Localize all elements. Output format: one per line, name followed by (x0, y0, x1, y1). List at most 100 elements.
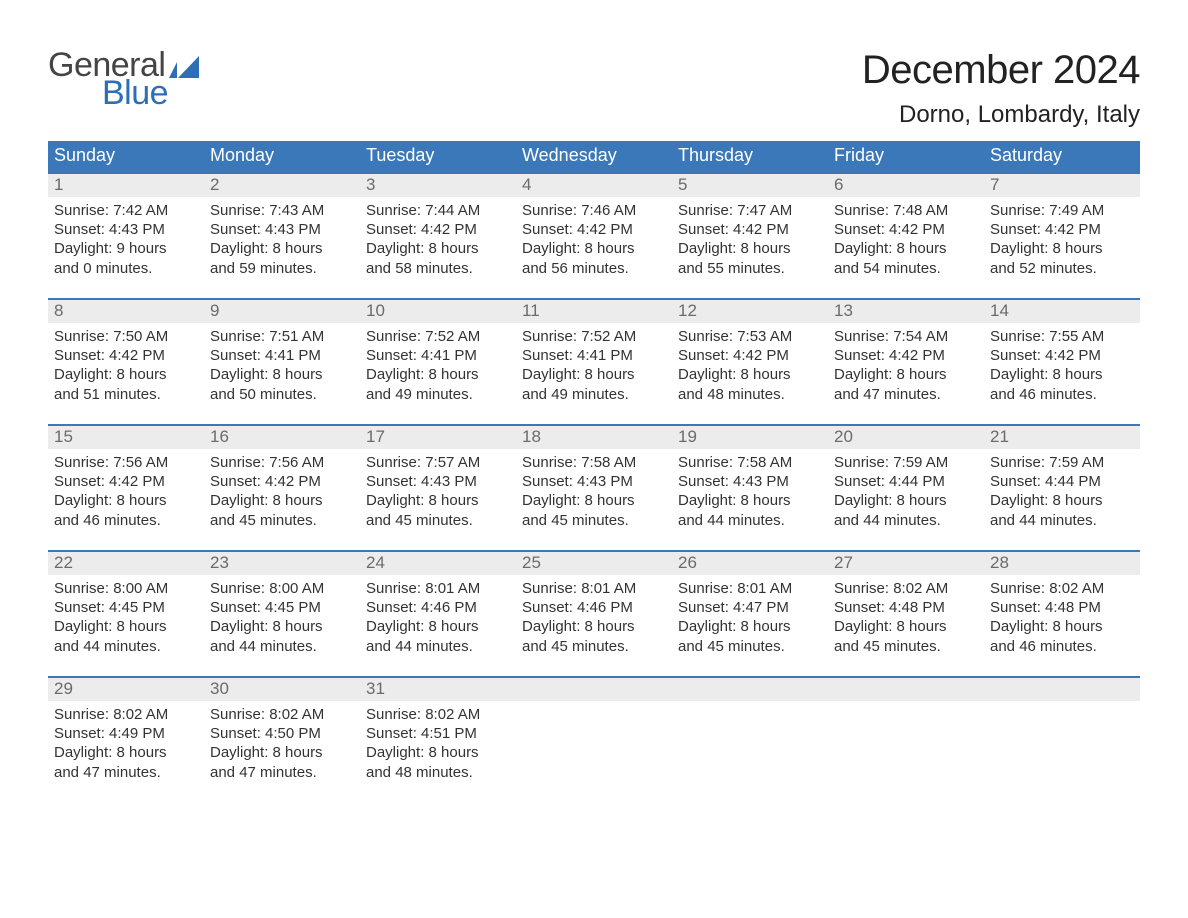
day-body: Sunrise: 7:58 AMSunset: 4:43 PMDaylight:… (516, 449, 672, 536)
day-body: Sunrise: 8:02 AMSunset: 4:49 PMDaylight:… (48, 701, 204, 788)
day-number-strip: 6 (828, 174, 984, 197)
sunset-text: Sunset: 4:42 PM (678, 346, 822, 365)
sunset-text: Sunset: 4:46 PM (522, 598, 666, 617)
day-number: 5 (678, 175, 687, 194)
day-number: 21 (990, 427, 1009, 446)
daylight-text: Daylight: 8 hours (522, 239, 666, 258)
calendar-day-cell: 10Sunrise: 7:52 AMSunset: 4:41 PMDayligh… (360, 300, 516, 424)
day-number-strip: 3 (360, 174, 516, 197)
calendar-header-cell: Tuesday (360, 141, 516, 172)
day-number-strip: 26 (672, 552, 828, 575)
daylight-text: Daylight: 8 hours (54, 491, 198, 510)
calendar-day-cell: 17 Sunrise: 7:57 AMSunset: 4:43 PMDayligh… (360, 426, 516, 550)
sunset-text: Sunset: 4:42 PM (678, 220, 822, 239)
daylight-text: and 47 minutes. (210, 763, 354, 782)
daylight-text: and 47 minutes. (54, 763, 198, 782)
sunrise-text: Sunrise: 7:59 AM (834, 453, 978, 472)
day-number: 11 (522, 301, 540, 320)
daylight-text: and 58 minutes. (366, 259, 510, 278)
day-number-strip: 12 (672, 300, 828, 323)
calendar-day-cell: 22Sunrise: 8:00 AMSunset: 4:45 PMDayligh… (48, 552, 204, 676)
calendar-day-cell: 29Sunrise: 8:02 AMSunset: 4:49 PMDayligh… (48, 678, 204, 802)
calendar-day-cell: 28 Sunrise: 8:02 AMSunset: 4:48 PMDayligh… (984, 552, 1140, 676)
sunrise-text: Sunrise: 7:57 AM (366, 453, 510, 472)
sunset-text: Sunset: 4:44 PM (834, 472, 978, 491)
sunset-text: Sunset: 4:50 PM (210, 724, 354, 743)
sunset-text: Sunset: 4:51 PM (366, 724, 510, 743)
sunrise-text: Sunrise: 7:56 AM (210, 453, 354, 472)
daylight-text: Daylight: 8 hours (834, 617, 978, 636)
day-number-strip: 18 (516, 426, 672, 449)
day-number-strip (828, 678, 984, 701)
day-number-strip: 10 (360, 300, 516, 323)
daylight-text: Daylight: 8 hours (522, 617, 666, 636)
daylight-text: Daylight: 8 hours (990, 239, 1134, 258)
calendar-day-cell: 27Sunrise: 8:02 AMSunset: 4:48 PMDayligh… (828, 552, 984, 676)
day-number-strip: 15 (48, 426, 204, 449)
sunrise-text: Sunrise: 7:50 AM (54, 327, 198, 346)
sunset-text: Sunset: 4:43 PM (366, 472, 510, 491)
calendar-day-cell: 1Sunrise: 7:42 AMSunset: 4:43 PMDaylight… (48, 174, 204, 298)
day-body: Sunrise: 7:42 AMSunset: 4:43 PMDaylight:… (48, 197, 204, 284)
calendar-day-cell: 26Sunrise: 8:01 AMSunset: 4:47 PMDayligh… (672, 552, 828, 676)
sunset-text: Sunset: 4:43 PM (54, 220, 198, 239)
header-region: General Blue December 2024 Dorno, Lombar… (48, 48, 1140, 129)
sunrise-text: Sunrise: 7:52 AM (366, 327, 510, 346)
sunset-text: Sunset: 4:42 PM (834, 346, 978, 365)
daylight-text: and 46 minutes. (990, 385, 1134, 404)
day-number-strip: 17 (360, 426, 516, 449)
sunrise-text: Sunrise: 8:02 AM (210, 705, 354, 724)
day-number-strip: 31 (360, 678, 516, 701)
calendar-day-empty (828, 678, 984, 802)
daylight-text: Daylight: 8 hours (990, 365, 1134, 384)
day-number: 2 (210, 175, 219, 194)
sunset-text: Sunset: 4:48 PM (990, 598, 1134, 617)
day-body: Sunrise: 8:02 AMSunset: 4:48 PMDaylight:… (828, 575, 984, 662)
day-number-strip: 5 (672, 174, 828, 197)
daylight-text: and 45 minutes. (366, 511, 510, 530)
calendar-day-cell: 31Sunrise: 8:02 AMSunset: 4:51 PMDayligh… (360, 678, 516, 802)
calendar-day-empty (672, 678, 828, 802)
sunrise-text: Sunrise: 8:01 AM (678, 579, 822, 598)
day-body: Sunrise: 7:49 AMSunset: 4:42 PMDaylight:… (984, 197, 1140, 284)
calendar-week-row: 22Sunrise: 8:00 AMSunset: 4:45 PMDayligh… (48, 550, 1140, 676)
day-number: 4 (522, 175, 531, 194)
sunrise-text: Sunrise: 7:54 AM (834, 327, 978, 346)
page-title: December 2024 (862, 48, 1140, 93)
sunset-text: Sunset: 4:42 PM (210, 472, 354, 491)
daylight-text: Daylight: 8 hours (366, 491, 510, 510)
day-body: Sunrise: 7:57 AMSunset: 4:43 PMDaylight:… (360, 449, 516, 536)
day-body: Sunrise: 8:01 AMSunset: 4:47 PMDaylight:… (672, 575, 828, 662)
day-number-strip: 28 (984, 552, 1140, 575)
sunrise-text: Sunrise: 8:02 AM (834, 579, 978, 598)
daylight-text: and 45 minutes. (522, 511, 666, 530)
calendar-day-cell: 23Sunrise: 8:00 AMSunset: 4:45 PMDayligh… (204, 552, 360, 676)
day-number: 3 (366, 175, 375, 194)
sunset-text: Sunset: 4:43 PM (678, 472, 822, 491)
day-body: Sunrise: 7:48 AMSunset: 4:42 PMDaylight:… (828, 197, 984, 284)
daylight-text: Daylight: 8 hours (366, 239, 510, 258)
calendar-day-cell: 13Sunrise: 7:54 AMSunset: 4:42 PMDayligh… (828, 300, 984, 424)
daylight-text: Daylight: 8 hours (834, 491, 978, 510)
day-number-strip: 16 (204, 426, 360, 449)
day-number: 17 (366, 427, 385, 446)
sunrise-text: Sunrise: 7:46 AM (522, 201, 666, 220)
day-body: Sunrise: 7:52 AMSunset: 4:41 PMDaylight:… (516, 323, 672, 410)
day-body: Sunrise: 7:51 AMSunset: 4:41 PMDaylight:… (204, 323, 360, 410)
sunset-text: Sunset: 4:41 PM (522, 346, 666, 365)
daylight-text: Daylight: 8 hours (366, 365, 510, 384)
day-body: Sunrise: 8:02 AMSunset: 4:48 PMDaylight:… (984, 575, 1140, 662)
sunrise-text: Sunrise: 7:52 AM (522, 327, 666, 346)
day-body: Sunrise: 8:01 AMSunset: 4:46 PMDaylight:… (516, 575, 672, 662)
day-body: Sunrise: 7:56 AMSunset: 4:42 PMDaylight:… (204, 449, 360, 536)
daylight-text: and 52 minutes. (990, 259, 1134, 278)
day-number-strip (672, 678, 828, 701)
daylight-text: Daylight: 8 hours (678, 365, 822, 384)
day-number-strip: 8 (48, 300, 204, 323)
day-number: 28 (990, 553, 1009, 572)
day-number-strip: 14 (984, 300, 1140, 323)
daylight-text: and 56 minutes. (522, 259, 666, 278)
daylight-text: and 45 minutes. (210, 511, 354, 530)
day-body: Sunrise: 7:59 AMSunset: 4:44 PMDaylight:… (828, 449, 984, 536)
calendar-day-cell: 5Sunrise: 7:47 AMSunset: 4:42 PMDaylight… (672, 174, 828, 298)
